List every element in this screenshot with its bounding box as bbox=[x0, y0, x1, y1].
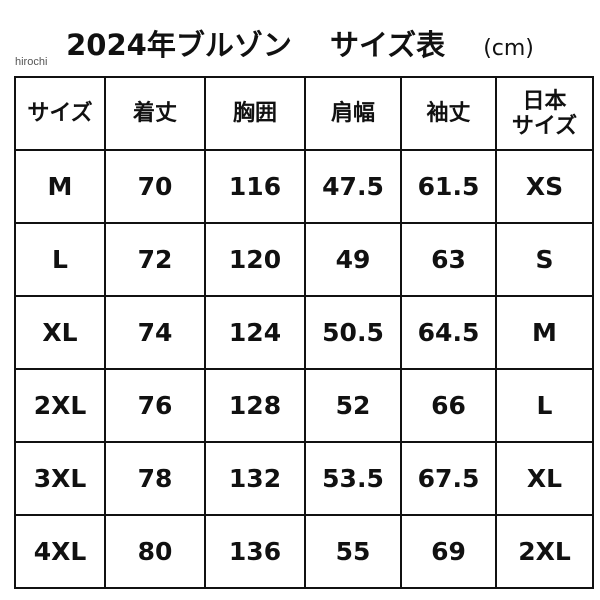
table-cell: 124 bbox=[204, 295, 306, 370]
column-header: 日本 サイズ bbox=[495, 76, 594, 151]
table-cell: 2XL bbox=[495, 514, 594, 589]
table-cell: 66 bbox=[400, 368, 497, 443]
table-row: XL 74 124 50.5 64.5 M bbox=[14, 295, 594, 370]
table-row: 4XL 80 136 55 69 2XL bbox=[14, 514, 594, 589]
table-cell: 55 bbox=[304, 514, 402, 589]
table-cell: S bbox=[495, 222, 594, 297]
table-cell: 128 bbox=[204, 368, 306, 443]
unit: (cm) bbox=[483, 36, 534, 61]
table-cell: M bbox=[14, 149, 106, 224]
table-cell: 132 bbox=[204, 441, 306, 516]
subtitle: サイズ表 bbox=[329, 28, 446, 62]
table-cell: 53.5 bbox=[304, 441, 402, 516]
table-cell: 116 bbox=[204, 149, 306, 224]
table-cell: L bbox=[495, 368, 594, 443]
table-cell: 78 bbox=[104, 441, 206, 516]
column-header-line: 日本 bbox=[522, 88, 567, 114]
watermark: hirochi bbox=[15, 56, 48, 68]
header-row: サイズ 着丈 胸囲 肩幅 袖丈 日本 サイズ bbox=[14, 76, 594, 151]
table-cell: 69 bbox=[400, 514, 497, 589]
column-header-line: サイズ bbox=[511, 113, 578, 139]
table-cell: 4XL bbox=[14, 514, 106, 589]
table-cell: 120 bbox=[204, 222, 306, 297]
table-cell: 67.5 bbox=[400, 441, 497, 516]
table-row: 3XL 78 132 53.5 67.5 XL bbox=[14, 441, 594, 516]
table-cell: 2XL bbox=[14, 368, 106, 443]
column-header: 肩幅 bbox=[304, 76, 402, 151]
column-header: 着丈 bbox=[104, 76, 206, 151]
size-table: サイズ 着丈 胸囲 肩幅 袖丈 日本 サイズ M 70 116 47.5 61.5 XS L 72 120 4… bbox=[14, 76, 594, 589]
column-header: サイズ bbox=[14, 76, 106, 151]
table-cell: 50.5 bbox=[304, 295, 402, 370]
table-cell: 61.5 bbox=[400, 149, 497, 224]
table-cell: 72 bbox=[104, 222, 206, 297]
table-cell: 3XL bbox=[14, 441, 106, 516]
table-cell: M bbox=[495, 295, 594, 370]
table-cell: L bbox=[14, 222, 106, 297]
table-cell: XL bbox=[14, 295, 106, 370]
table-cell: 70 bbox=[104, 149, 206, 224]
table-cell: 136 bbox=[204, 514, 306, 589]
table-row: 2XL 76 128 52 66 L bbox=[14, 368, 594, 443]
title: 2024年ブルゾン bbox=[66, 28, 292, 62]
column-header: 胸囲 bbox=[204, 76, 306, 151]
table-cell: 74 bbox=[104, 295, 206, 370]
table-body: M 70 116 47.5 61.5 XS L 72 120 49 63 S XL 74 124 50.5 64… bbox=[14, 149, 594, 589]
table-cell: 63 bbox=[400, 222, 497, 297]
title-bar: 2024年ブルゾン サイズ表 (cm) bbox=[0, 22, 600, 64]
table-row: M 70 116 47.5 61.5 XS bbox=[14, 149, 594, 224]
table-cell: 76 bbox=[104, 368, 206, 443]
column-header: 袖丈 bbox=[400, 76, 497, 151]
table-cell: 47.5 bbox=[304, 149, 402, 224]
table-row: L 72 120 49 63 S bbox=[14, 222, 594, 297]
table-cell: XS bbox=[495, 149, 594, 224]
table-cell: 80 bbox=[104, 514, 206, 589]
table-cell: 49 bbox=[304, 222, 402, 297]
table-cell: 52 bbox=[304, 368, 402, 443]
table-cell: 64.5 bbox=[400, 295, 497, 370]
table-cell: XL bbox=[495, 441, 594, 516]
